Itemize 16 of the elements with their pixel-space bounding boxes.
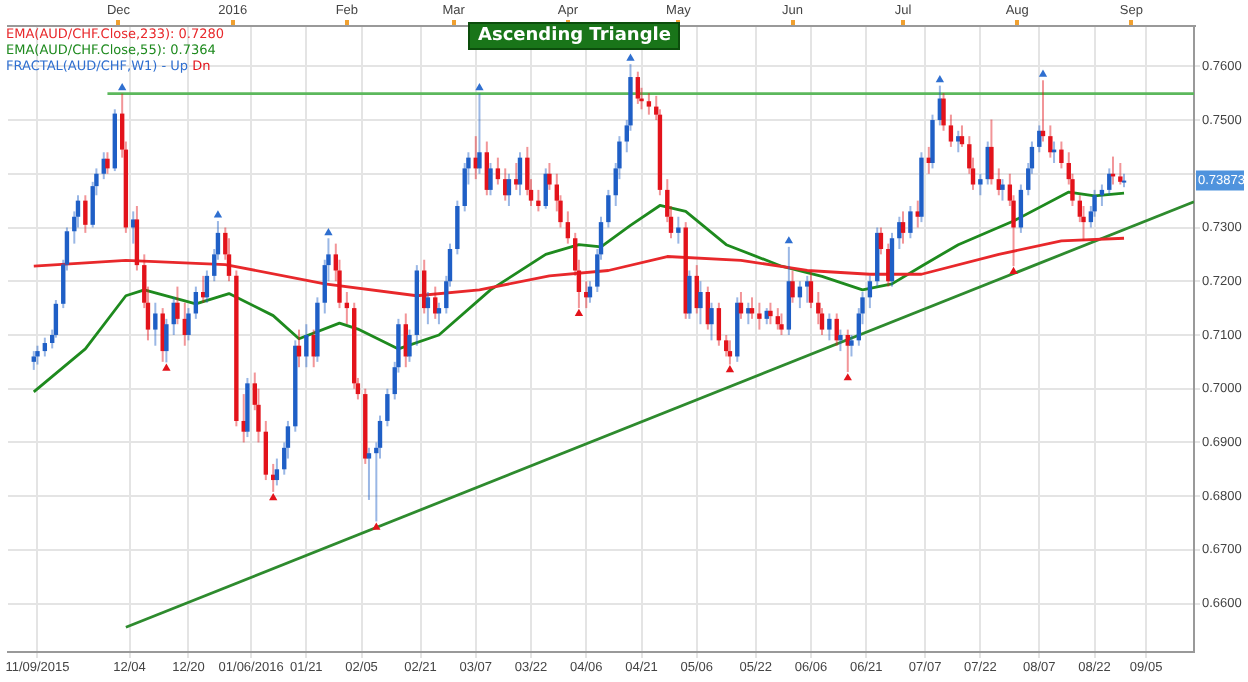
point [626, 53, 635, 61]
point [372, 522, 381, 530]
point [324, 228, 333, 236]
point [213, 210, 223, 218]
point [269, 492, 278, 501]
point [1038, 69, 1048, 77]
point [935, 74, 945, 83]
point [574, 308, 584, 316]
point [162, 363, 171, 371]
point [843, 373, 852, 381]
chart-title: Ascending Triangle [468, 22, 681, 50]
point [784, 236, 793, 244]
point [475, 82, 484, 91]
point [118, 82, 127, 91]
point [1009, 266, 1018, 274]
point [725, 365, 735, 373]
